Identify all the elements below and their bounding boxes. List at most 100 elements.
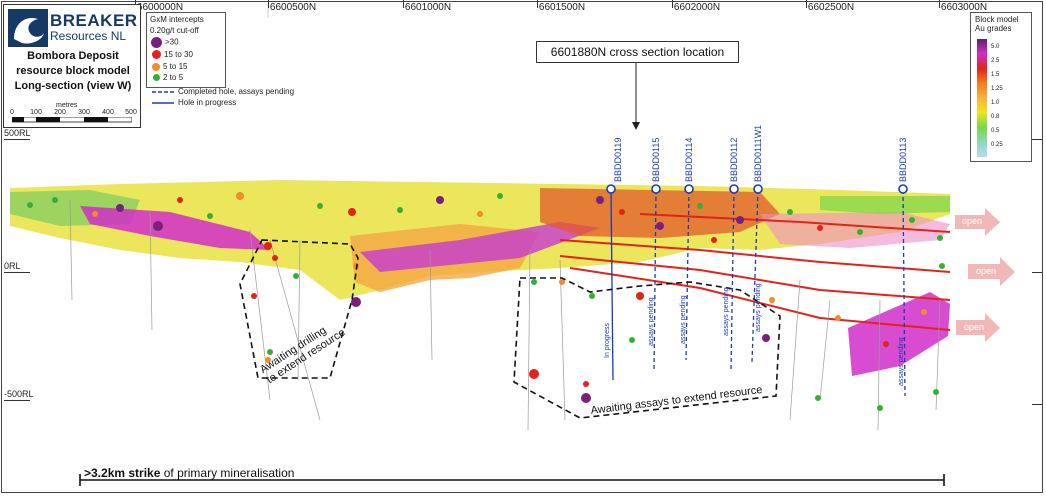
strike-rest: of primary mineralisation — [160, 466, 295, 480]
callout-arrowhead — [632, 122, 640, 130]
grade-label: 0.25 — [991, 142, 1003, 148]
intercept-legend-subtitle: 0.20g/t cut-off — [150, 26, 199, 35]
rl-tick — [4, 400, 30, 401]
rl-tick — [1032, 272, 1042, 273]
block-model-magenta-left — [80, 206, 270, 250]
northing-label: 6601000N — [404, 2, 452, 13]
scale-bar — [12, 117, 132, 123]
open-label: open — [976, 266, 997, 276]
grade-label: 1.5 — [991, 72, 1000, 78]
legend-label: 2 to 5 — [163, 73, 184, 82]
drillhole-label: BBDD0115 — [651, 137, 661, 182]
northing-label: 6602000N — [673, 2, 721, 13]
brand-name: BREAKER — [50, 11, 138, 30]
northing-tick — [268, 0, 269, 8]
red-dot-icon — [152, 50, 161, 60]
legend-item: 2 to 5 — [151, 73, 183, 82]
hole-annotation: assays pending — [898, 337, 905, 386]
open-arrows — [955, 208, 1015, 342]
northing-label: 6600000N — [136, 2, 184, 13]
rl-tick — [1032, 404, 1042, 405]
brand-sub: Resources NL — [50, 29, 127, 43]
rl-tick — [1032, 139, 1042, 140]
rl-label: -500RL — [4, 389, 34, 399]
grade-label: 5.0 — [991, 44, 1000, 50]
map-title-line: Bombora Deposit — [27, 50, 119, 62]
northing-label: 6601500N — [538, 2, 586, 13]
open-label: open — [962, 216, 983, 226]
hole-annotation: assays pending — [648, 297, 655, 346]
northing-tick — [403, 0, 404, 8]
northing-tick — [672, 0, 673, 8]
map-title: Bombora Deposit resource block model Lon… — [6, 49, 140, 94]
northing-label: 6600500N — [269, 2, 317, 13]
rl-label: 0RL — [4, 261, 21, 271]
purple-dot-icon — [151, 37, 162, 48]
strike-bold: >3.2km strike — [84, 466, 161, 480]
legend-label: >30 — [165, 37, 179, 47]
block-model-legend-title: Block model — [975, 15, 1019, 24]
scale-label: 100 — [30, 109, 42, 116]
lode-lines — [559, 213, 951, 331]
legend-hole-in-progress: Hole in progress — [178, 98, 237, 107]
legend-completed-hole: Completed hole, assays pending — [178, 87, 295, 96]
hole-legend-lines — [152, 91, 174, 104]
zone-awaiting-assays — [513, 277, 781, 419]
orange-dot-icon — [152, 62, 160, 71]
northing-tick — [537, 0, 538, 8]
block-model-legend: Block model Au grades 5.0 2.5 1.5 1.25 1… — [970, 12, 1032, 162]
hole-annotation: In progress — [604, 322, 611, 358]
rl-tick — [4, 139, 30, 140]
block-model-legend-subtitle: Au grades — [975, 24, 1012, 33]
grade-label: 1.0 — [991, 100, 1000, 106]
block-model-magenta-mid — [360, 222, 600, 272]
map-title-line: resource block model — [16, 65, 130, 77]
northing-label: 6602500N — [807, 2, 855, 13]
scale-label: 0 — [10, 109, 14, 116]
northing-tick — [806, 0, 807, 8]
drillhole-label: BBDD0114 — [684, 137, 694, 182]
drillhole-label: BBDD0113 — [898, 137, 908, 182]
intercept-legend-title: GxM intercepts — [150, 15, 204, 24]
grade-label: 0.5 — [991, 128, 1000, 134]
hole-annotation: assays pending — [755, 283, 762, 332]
breaker-logo-icon — [8, 9, 48, 47]
legend-label: 15 to 30 — [164, 50, 193, 59]
scale-label: 400 — [102, 109, 114, 116]
cross-section-callout: 6601880N cross section location — [536, 41, 739, 63]
open-label: open — [964, 322, 985, 332]
scale-label: 300 — [78, 109, 90, 116]
rl-label: 500RL — [4, 128, 31, 138]
hole-annotation: assays pending — [680, 295, 687, 344]
rl-tick — [4, 272, 30, 273]
intercept-legend: GxM intercepts 0.20g/t cut-off >30 15 to… — [146, 12, 226, 88]
drillhole-label: BBDD0111W1 — [753, 124, 763, 182]
scale-unit: metres — [56, 102, 78, 109]
drillhole-traces — [610, 189, 906, 397]
legend-item: 15 to 30 — [151, 50, 193, 60]
legend-label: 5 to 15 — [163, 62, 188, 71]
block-model-pink-right — [760, 212, 950, 248]
scale-label: 200 — [54, 109, 66, 116]
legend-item: 5 to 15 — [151, 62, 187, 71]
hole-annotation: assays pending — [723, 287, 730, 336]
scale-label: 500 — [125, 109, 137, 116]
intercept-dots — [27, 192, 945, 411]
grade-color-ramp — [977, 39, 987, 157]
legend-item: >30 — [151, 37, 179, 48]
northing-tick — [939, 0, 940, 8]
drillhole-label: BBDD0119 — [613, 137, 623, 182]
drillhole-collars — [606, 184, 908, 194]
zone-awaiting-drilling — [239, 239, 359, 379]
title-panel: BREAKER Resources NL Bombora Deposit res… — [3, 4, 141, 128]
block-model-green-right — [820, 196, 950, 214]
drillhole-label: BBDD0112 — [729, 137, 739, 182]
grade-label: 2.5 — [991, 58, 1000, 64]
strike-caption: >3.2km strike of primary mineralisation — [84, 466, 294, 480]
grade-label: 1.25 — [991, 86, 1003, 92]
map-title-line: Long-section (view W) — [14, 80, 132, 92]
grade-label: 0.8 — [991, 114, 1000, 120]
green-dot-icon — [153, 74, 160, 82]
